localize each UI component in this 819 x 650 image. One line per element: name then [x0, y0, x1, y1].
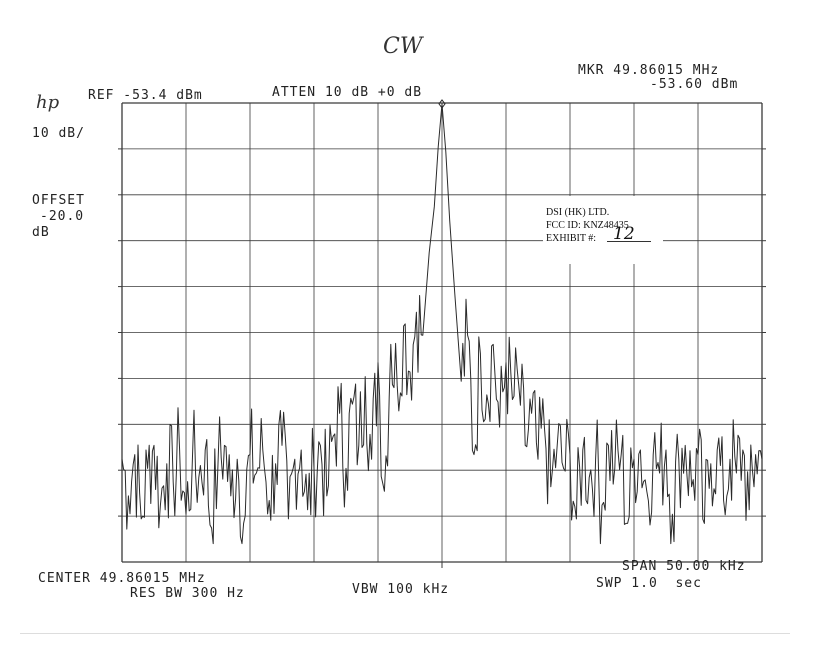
fcc-exhibit-stamp: DSI (HK) LTD. FCC ID: KNZ48435 EXHIBIT #…	[543, 196, 663, 264]
peak-marker	[438, 99, 446, 109]
stamp-company: DSI (HK) LTD.	[546, 207, 610, 218]
offset-label: OFFSET	[32, 193, 85, 208]
handwritten-cw-annotation: CW	[383, 34, 423, 59]
video-bandwidth-label: VBW 100 kHz	[352, 582, 450, 597]
sweep-time-label: SWP 1.0 sec	[596, 576, 702, 591]
span-label: SPAN 50.00 kHz	[622, 559, 746, 574]
marker-diamond	[438, 99, 446, 109]
offset-unit: dB	[32, 225, 50, 240]
offset-value: -20.0	[40, 209, 85, 224]
attenuation-label: ATTEN 10 dB +0 dB	[272, 85, 423, 100]
marker-level-label: -53.60 dBm	[650, 77, 739, 92]
stamp-fcc-id: FCC ID: KNZ48435	[546, 220, 629, 231]
scale-per-division-label: 10 dB/	[32, 126, 85, 141]
stamp-exhibit-label: EXHIBIT #:	[546, 233, 597, 244]
stamp-exhibit-underline	[607, 241, 651, 242]
marker-frequency-label: MKR 49.86015 MHz	[578, 63, 720, 78]
plot-grid	[121, 102, 763, 563]
spectrum-trace	[121, 103, 763, 545]
plot-edge-ticks	[118, 148, 766, 568]
stamp-exhibit-number: 12	[613, 224, 635, 244]
reference-level-label: REF -53.4 dBm	[88, 88, 203, 103]
page-scan-edge	[20, 633, 790, 634]
hp-logo: hp	[36, 92, 60, 113]
resolution-bandwidth-label: RES BW 300 Hz	[130, 586, 245, 601]
center-frequency-label: CENTER 49.86015 MHz	[38, 571, 206, 586]
